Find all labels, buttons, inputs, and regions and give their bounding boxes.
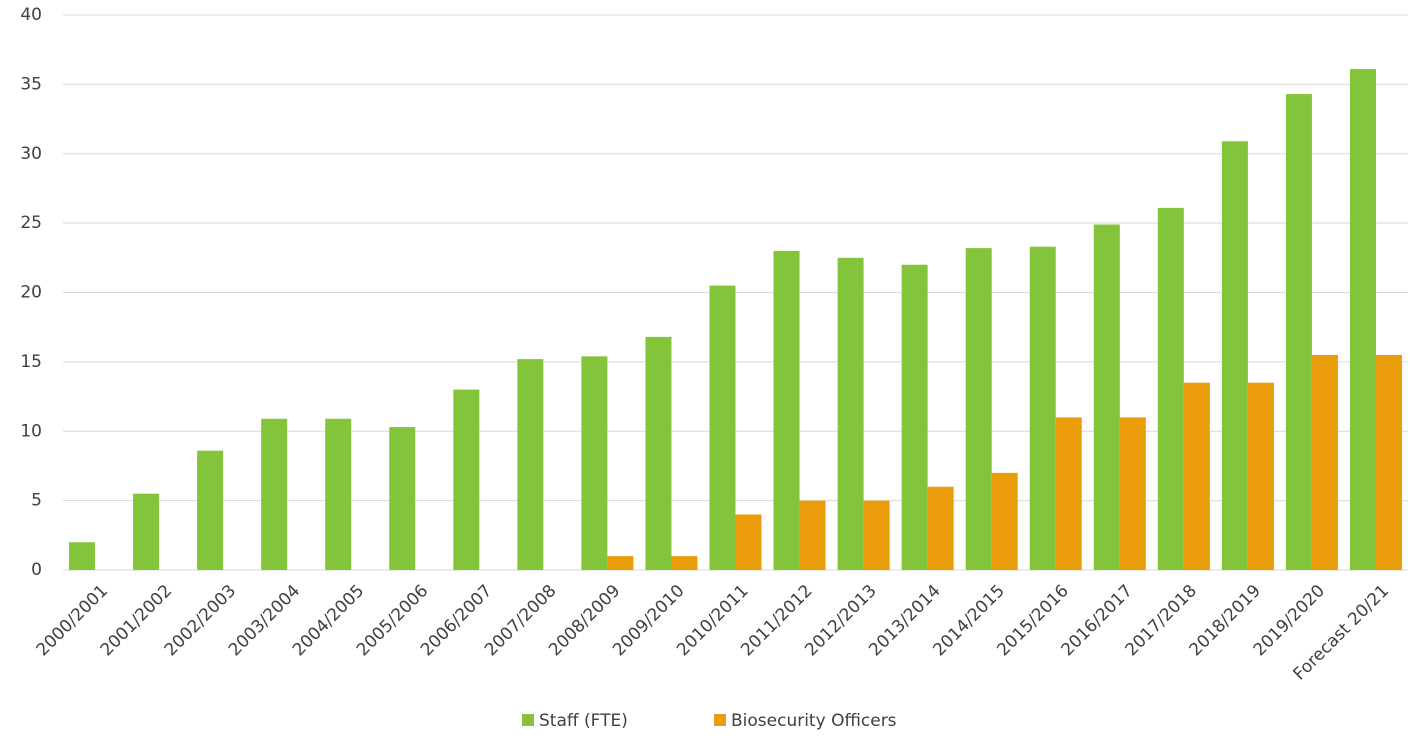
- bar: [965, 248, 992, 570]
- bar: [901, 264, 928, 570]
- bar: [325, 418, 352, 570]
- y-tick-label: 20: [20, 283, 42, 303]
- bar: [133, 493, 160, 570]
- bar: [991, 472, 1018, 570]
- legend-swatch: [714, 714, 726, 726]
- bar: [709, 285, 736, 570]
- bar: [645, 336, 672, 570]
- y-tick-label: 30: [20, 144, 42, 164]
- bar: [1093, 224, 1120, 570]
- bar: [197, 450, 224, 570]
- bar: [863, 500, 890, 570]
- bar: [607, 556, 634, 570]
- bar: [773, 250, 800, 570]
- legend-swatch: [522, 714, 534, 726]
- bar: [517, 359, 544, 570]
- bar: [389, 427, 416, 570]
- bar: [1221, 141, 1248, 570]
- bar: [1375, 354, 1402, 570]
- y-tick-label: 15: [20, 352, 42, 372]
- bar: [1029, 246, 1056, 570]
- bar: [1349, 69, 1376, 571]
- y-tick-label: 40: [20, 5, 42, 25]
- y-tick-label: 25: [20, 213, 42, 233]
- bar: [927, 486, 954, 570]
- y-tick-label: 5: [31, 491, 42, 511]
- bar: [1157, 207, 1184, 571]
- bar: [799, 500, 826, 570]
- bar: [1285, 94, 1312, 571]
- y-tick-label: 35: [20, 74, 42, 94]
- bar: [1055, 417, 1082, 570]
- bar: [735, 514, 762, 570]
- y-tick-label: 0: [31, 560, 42, 580]
- legend-label: Biosecurity Officers: [731, 711, 897, 731]
- bar: [837, 257, 864, 570]
- bar: [453, 389, 480, 570]
- y-tick-label: 10: [20, 421, 42, 441]
- bar: [1183, 382, 1210, 570]
- legend-label: Staff (FTE): [539, 711, 628, 731]
- bar: [581, 356, 608, 570]
- bar: [1119, 417, 1146, 570]
- bar: [1311, 354, 1338, 570]
- bar: [1247, 382, 1274, 570]
- bar: [261, 418, 288, 570]
- bar: [671, 556, 698, 570]
- bar: [69, 542, 96, 570]
